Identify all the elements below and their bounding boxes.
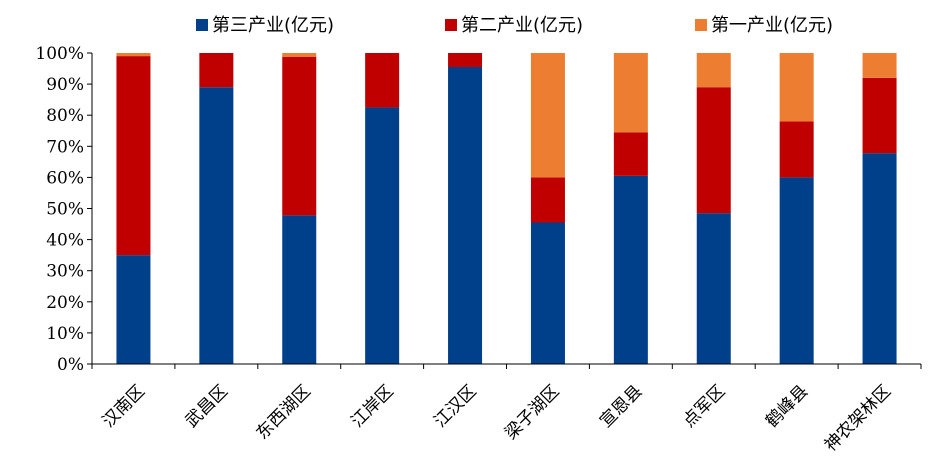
x-category-label-3: 江岸区 — [347, 381, 397, 431]
legend-label-1: 第二产业(亿元) — [461, 15, 583, 36]
y-tick-label-5: 50% — [46, 200, 84, 220]
bar-2-series-1 — [282, 56, 317, 216]
bar-7-series-1 — [696, 87, 731, 214]
bar-1-series-0 — [199, 87, 234, 365]
x-category-label-9: 神农架林区 — [821, 381, 895, 455]
x-axis: 汉南区 武昌区 东西湖区 江岸区 江汉区 梁子湖区 宣恩县 点军区 鹤峰县 神农架林区 — [91, 363, 922, 456]
y-tick-label-1: 10% — [46, 324, 84, 344]
bar-5-series-1 — [530, 177, 565, 223]
bar-5-series-0 — [530, 222, 565, 364]
y-tick-label-3: 30% — [46, 262, 84, 282]
bar-0-series-2 — [116, 53, 151, 57]
x-category-label-4: 江汉区 — [430, 381, 480, 431]
bar-8-series-2 — [779, 53, 814, 122]
x-category-label-6: 宣恩县 — [596, 381, 646, 431]
bar-3-series-1 — [365, 53, 400, 108]
x-category-label-2: 东西湖区 — [253, 381, 315, 443]
legend-label-2: 第一产业(亿元) — [711, 15, 833, 36]
y-tick-label-10: 100% — [35, 44, 84, 64]
x-category-label-8: 鹤峰县 — [762, 381, 812, 431]
bar-2-series-2 — [282, 53, 317, 57]
bar-8-series-1 — [779, 121, 814, 178]
bar-1-series-1 — [199, 53, 234, 88]
legend-swatch-2 — [695, 19, 707, 31]
bar-0-series-0 — [116, 255, 151, 364]
y-tick-label-8: 80% — [46, 106, 84, 126]
bars — [116, 53, 897, 365]
bar-4-series-1 — [448, 53, 483, 67]
bar-7-series-2 — [696, 53, 731, 88]
y-tick-label-7: 70% — [46, 137, 84, 157]
bar-9-series-2 — [862, 53, 897, 78]
legend-label-0: 第三产业(亿元) — [212, 15, 334, 36]
y-tick-label-2: 20% — [46, 293, 84, 313]
bar-5-series-2 — [530, 53, 565, 178]
x-category-label-7: 点军区 — [679, 381, 729, 431]
bar-9-series-0 — [862, 153, 897, 364]
legend-swatch-0 — [196, 19, 208, 31]
legend: 第三产业(亿元) 第二产业(亿元) 第一产业(亿元) — [196, 15, 833, 36]
y-tick-label-0: 0% — [57, 355, 84, 375]
x-category-label-5: 梁子湖区 — [501, 381, 563, 443]
bar-7-series-0 — [696, 213, 731, 364]
bar-6-series-2 — [613, 53, 648, 133]
bar-4-series-0 — [448, 66, 483, 365]
x-category-label-1: 武昌区 — [182, 381, 232, 431]
bar-8-series-0 — [779, 177, 814, 364]
bar-6-series-1 — [613, 132, 648, 176]
bar-2-series-0 — [282, 215, 317, 364]
legend-swatch-1 — [445, 19, 457, 31]
bar-6-series-0 — [613, 175, 648, 364]
y-tick-label-6: 60% — [46, 168, 84, 188]
x-category-label-0: 汉南区 — [99, 381, 149, 431]
y-tick-label-4: 40% — [46, 231, 84, 251]
bar-3-series-0 — [365, 107, 400, 365]
y-axis: 0% 10% 20% 30% 40% 50% 60% 70% 80% 90% 100% — [35, 44, 93, 375]
bar-0-series-1 — [116, 56, 151, 256]
y-tick-label-9: 90% — [46, 75, 84, 95]
bar-9-series-1 — [862, 77, 897, 154]
